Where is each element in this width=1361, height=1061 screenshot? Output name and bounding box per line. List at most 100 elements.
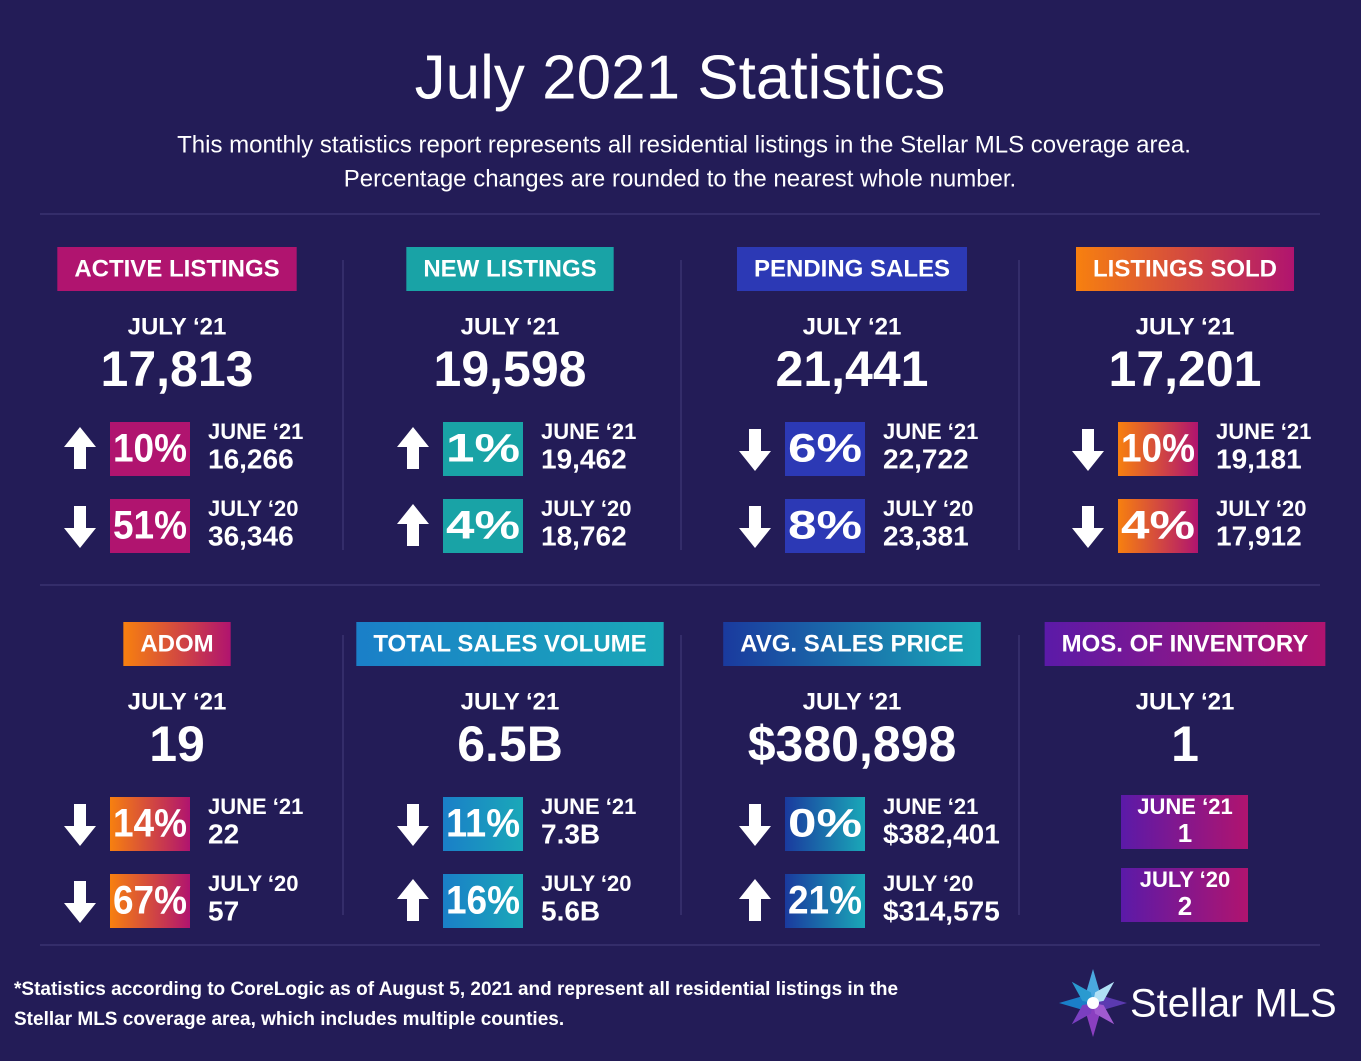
arrow-down (397, 804, 429, 846)
change-value: 4% (446, 504, 520, 548)
compare-value: 36,346 (208, 520, 294, 551)
badge-label: PENDING SALES (754, 255, 950, 282)
change-box (785, 499, 865, 553)
badge (1044, 622, 1326, 666)
change-box (1118, 499, 1198, 553)
compare-period: JULY ‘20 (1140, 867, 1231, 892)
compare-value: $382,401 (883, 818, 1000, 849)
compare-period: JUNE ‘21 (208, 419, 303, 444)
compare-period: JULY ‘20 (883, 871, 974, 896)
compare-period: JUNE ‘21 (541, 419, 636, 444)
compare-value: 2 (1178, 891, 1192, 921)
compare-value: 19,462 (541, 443, 627, 474)
main-value: 19,598 (434, 341, 587, 397)
main-value: 17,201 (1109, 341, 1262, 397)
arrow-down (64, 506, 96, 548)
change-value: 67% (113, 879, 187, 923)
change-box (785, 797, 865, 851)
badge-label: LISTINGS SOLD (1093, 255, 1277, 282)
change-box (785, 874, 865, 928)
change-value: 6% (788, 427, 862, 471)
main-value: 1 (1171, 716, 1199, 772)
change-box (110, 422, 190, 476)
main-value: 6.5B (457, 716, 563, 772)
badge (57, 247, 297, 291)
change-value: 1% (446, 427, 520, 471)
change-box (443, 874, 523, 928)
change-box (785, 422, 865, 476)
period-label: JULY ‘21 (461, 313, 560, 340)
arrow-down (739, 429, 771, 471)
compare-period: JULY ‘20 (1216, 496, 1307, 521)
arrow-up (397, 879, 429, 921)
compare-value: 18,762 (541, 520, 627, 551)
main-value: 21,441 (776, 341, 929, 397)
badge (1075, 247, 1295, 291)
change-box (110, 499, 190, 553)
compare-value: 19,181 (1216, 443, 1302, 474)
change-value: 10% (113, 427, 187, 471)
change-value: 10% (1121, 427, 1195, 471)
change-box (1118, 422, 1198, 476)
badge-label: NEW LISTINGS (423, 255, 596, 282)
compare-value: $314,575 (883, 895, 1000, 926)
change-box (443, 797, 523, 851)
badge-label: ACTIVE LISTINGS (74, 255, 279, 282)
arrow-up (397, 427, 429, 469)
compare-period: JUNE ‘21 (883, 419, 978, 444)
footnote: *Statistics according to CoreLogic as of… (14, 979, 898, 1000)
change-value: 16% (446, 879, 520, 923)
change-value: 8% (788, 504, 862, 548)
change-value: 14% (113, 802, 187, 846)
change-value: 11% (446, 802, 520, 846)
arrow-up (397, 504, 429, 546)
title: July 2021 Statistics (415, 43, 946, 112)
badge-label: TOTAL SALES VOLUME (373, 630, 646, 657)
change-value: 21% (788, 879, 862, 923)
logo-text: Stellar MLS (1130, 982, 1337, 1026)
change-box (110, 797, 190, 851)
arrow-down (739, 804, 771, 846)
compare-box (1121, 868, 1248, 922)
change-value: 4% (1121, 504, 1195, 548)
compare-period: JUNE ‘21 (1216, 419, 1311, 444)
compare-value: 5.6B (541, 895, 600, 926)
main-value: 17,813 (101, 341, 254, 397)
compare-period: JULY ‘20 (883, 496, 974, 521)
subtitle: Percentage changes are rounded to the ne… (344, 165, 1016, 192)
arrow-down (64, 881, 96, 923)
badge-label: MOS. OF INVENTORY (1062, 630, 1309, 657)
main-value: $380,898 (748, 716, 957, 772)
arrow-down (1072, 506, 1104, 548)
badge (723, 622, 981, 666)
arrow-up (64, 427, 96, 469)
compare-value: 22,722 (883, 443, 969, 474)
badge-label: AVG. SALES PRICE (740, 630, 964, 657)
badge (406, 247, 614, 291)
badge (356, 622, 664, 666)
arrow-up (739, 879, 771, 921)
compare-period: JULY ‘20 (208, 871, 299, 896)
badge-label: ADOM (140, 630, 213, 657)
arrow-down (1072, 429, 1104, 471)
logo-star (1059, 969, 1127, 1037)
period-label: JULY ‘21 (803, 313, 902, 340)
compare-value: 23,381 (883, 520, 969, 551)
arrow-down (739, 506, 771, 548)
arrow-down (64, 804, 96, 846)
compare-value: 22 (208, 818, 239, 849)
compare-value: 16,266 (208, 443, 294, 474)
compare-value: 57 (208, 895, 239, 926)
period-label: JULY ‘21 (128, 688, 227, 715)
dividers (40, 213, 1320, 946)
compare-period: JULY ‘20 (541, 496, 632, 521)
compare-period: JUNE ‘21 (541, 794, 636, 819)
period-label: JULY ‘21 (1136, 313, 1235, 340)
period-label: JULY ‘21 (803, 688, 902, 715)
compare-box (1121, 795, 1248, 849)
period-label: JULY ‘21 (461, 688, 560, 715)
compare-period: JULY ‘20 (208, 496, 299, 521)
change-box (443, 499, 523, 553)
compare-value: 17,912 (1216, 520, 1302, 551)
